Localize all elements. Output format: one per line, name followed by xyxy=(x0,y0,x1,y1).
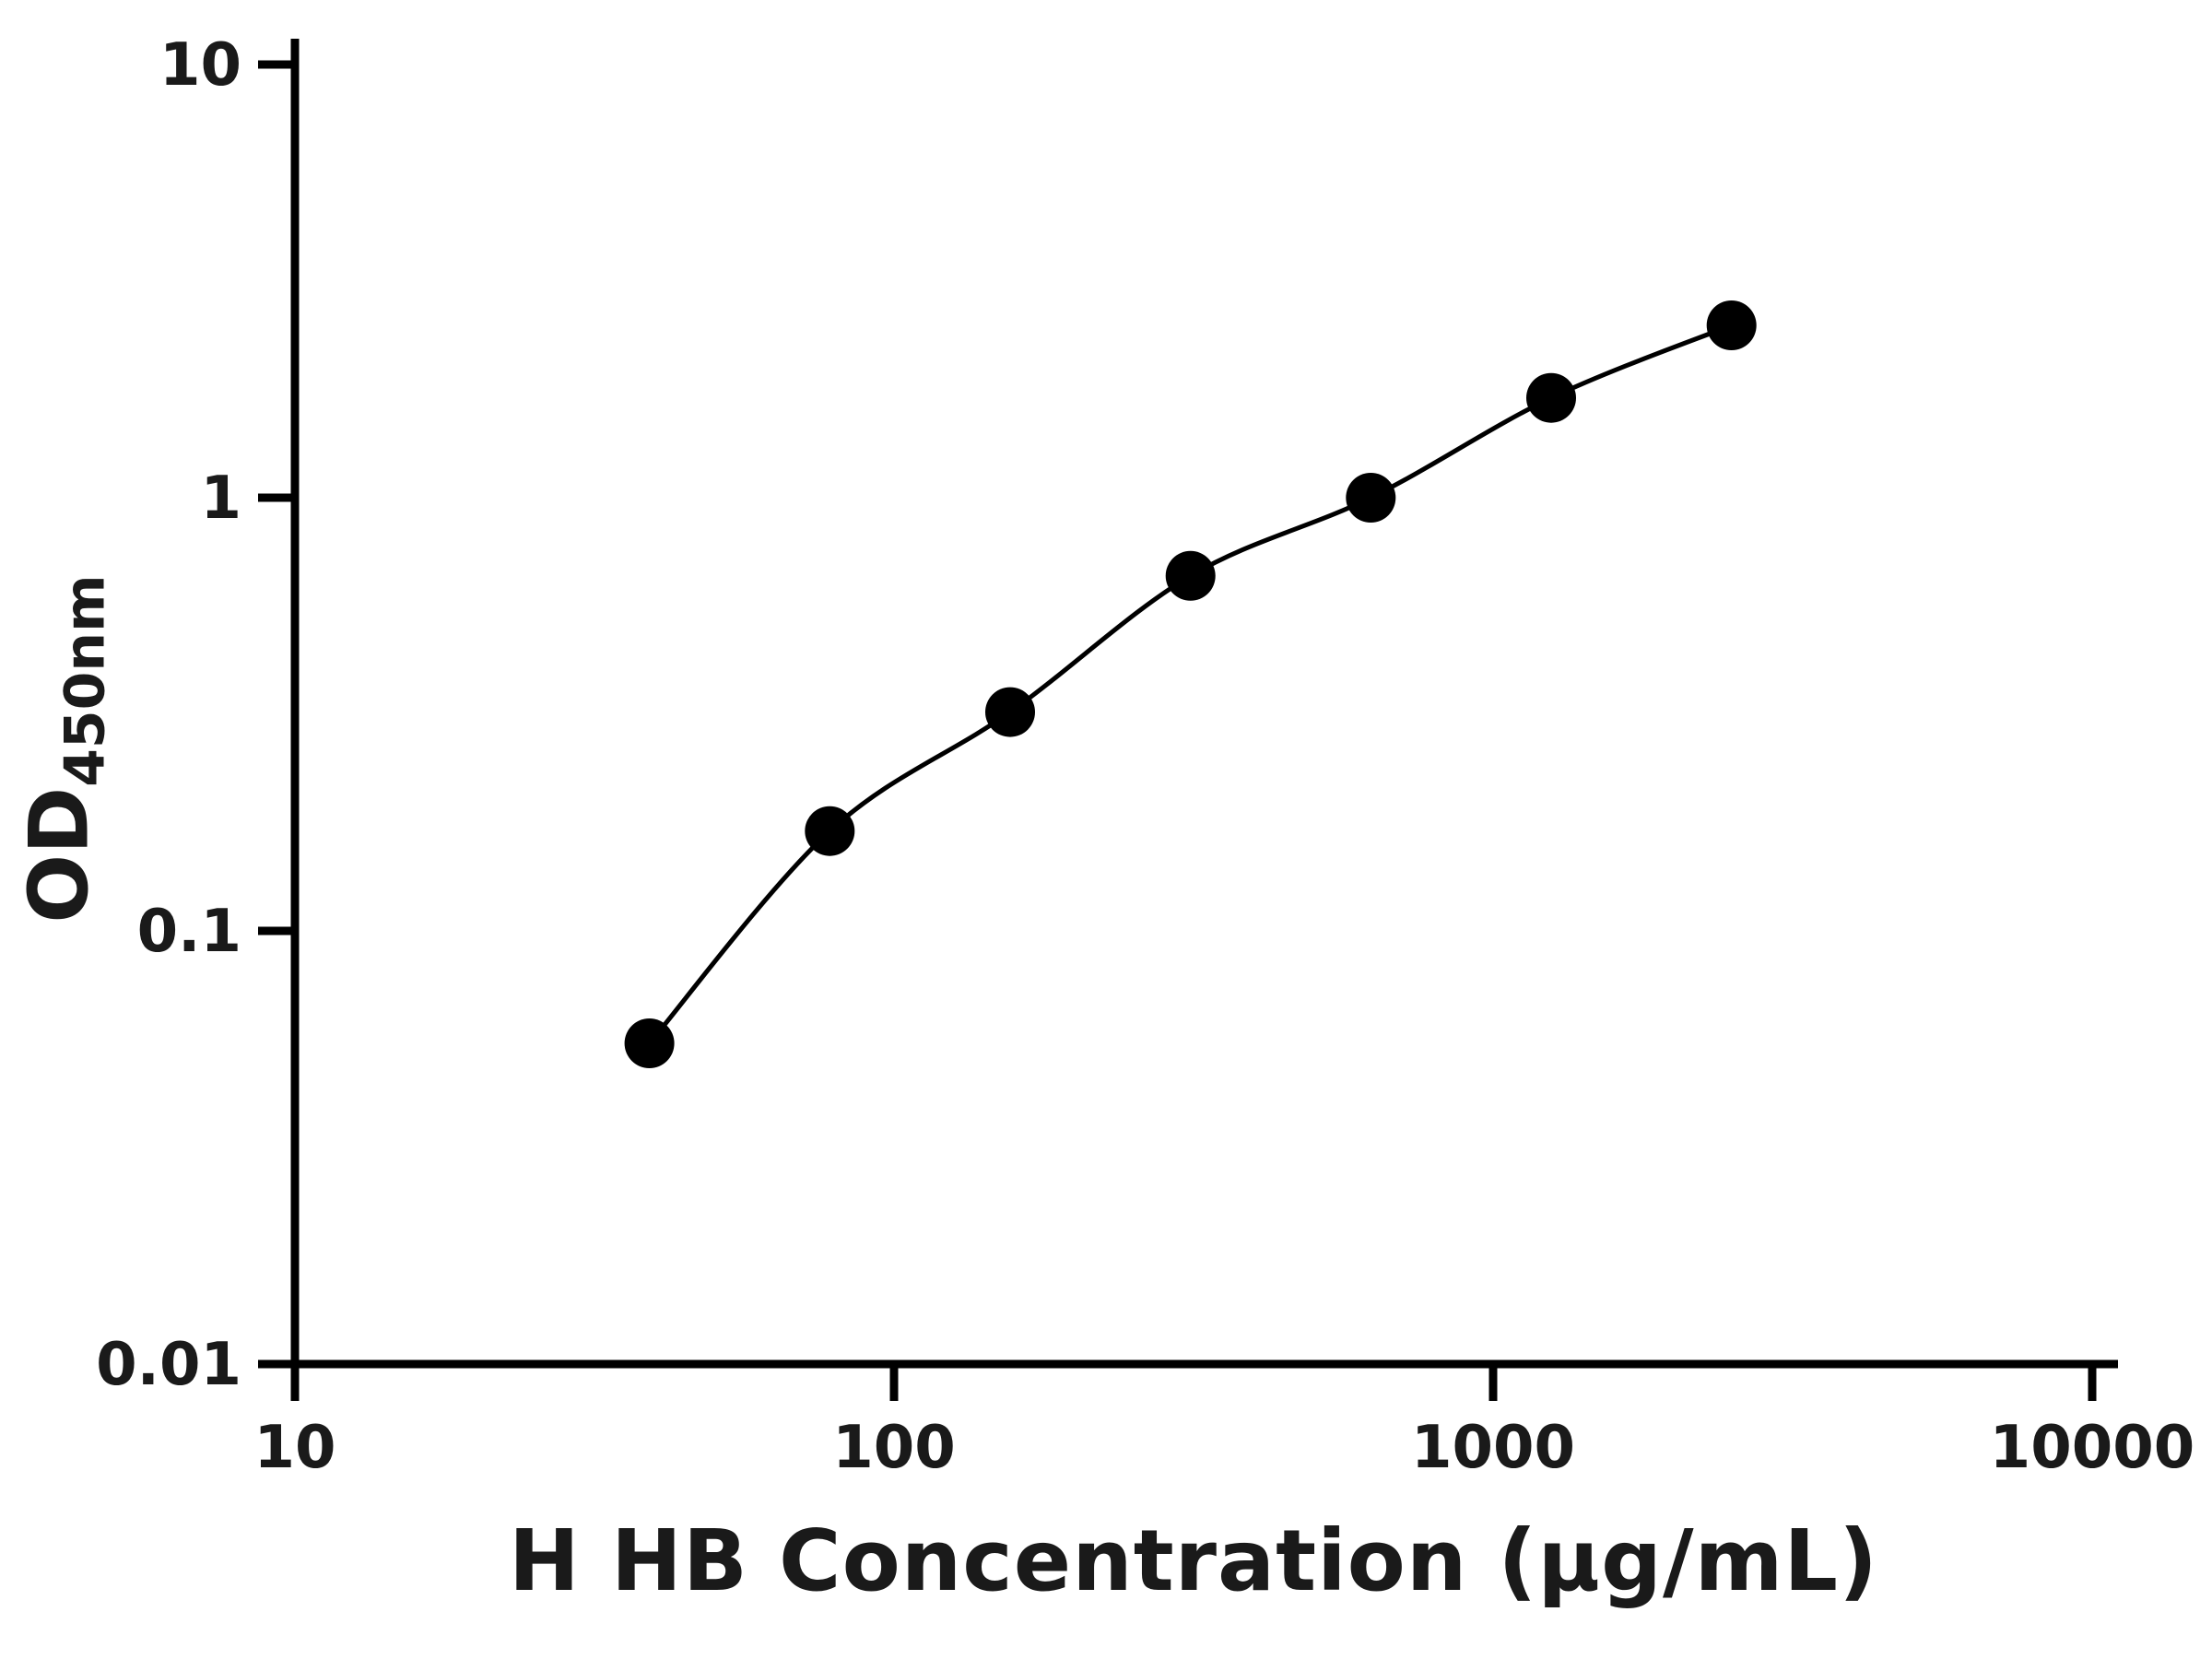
y-axis-title-base: OD xyxy=(11,786,107,924)
x-tick-label: 10 xyxy=(253,1414,335,1482)
y-tick-label: 0.01 xyxy=(96,1331,241,1399)
y-tick-label: 1 xyxy=(200,465,241,533)
y-axis-title: OD450nm xyxy=(12,381,118,1118)
y-axis-title-subscript: 450nm xyxy=(53,574,118,787)
y-tick-label: 10 xyxy=(159,31,241,100)
data-point xyxy=(1346,473,1396,523)
data-point xyxy=(985,687,1035,737)
y-tick-label: 0.1 xyxy=(137,898,241,966)
x-axis-title: H HB Concentration (μg/mL) xyxy=(295,1512,2092,1610)
x-axis-title-text: H HB Concentration (μg/mL) xyxy=(508,1512,1879,1610)
data-point xyxy=(1706,300,1757,350)
x-tick-label: 10000 xyxy=(1990,1414,2195,1482)
data-point xyxy=(624,1018,675,1068)
data-point xyxy=(1526,372,1576,423)
x-tick-label: 1000 xyxy=(1411,1414,1575,1482)
data-point xyxy=(805,806,855,856)
fit-curve xyxy=(647,323,1733,1045)
data-point xyxy=(1165,550,1216,601)
x-tick-label: 100 xyxy=(832,1414,956,1482)
